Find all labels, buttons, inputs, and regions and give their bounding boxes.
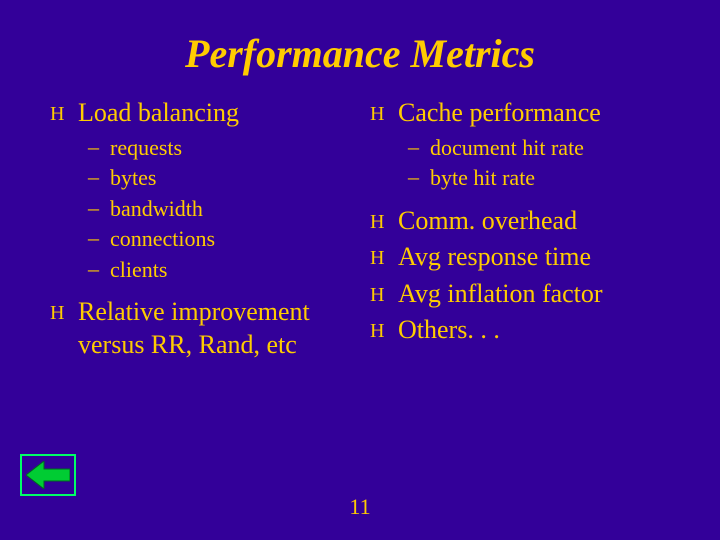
left-column: H Load balancing – requests – bytes – ba… [40, 97, 360, 365]
dash-glyph: – [408, 164, 430, 190]
prev-slide-button[interactable] [20, 454, 76, 496]
sub-item: – clients [88, 256, 350, 285]
sub-item: – requests [88, 134, 350, 163]
slide-title: Performance Metrics [0, 0, 720, 97]
bullet-glyph: H [370, 205, 398, 234]
dash-glyph: – [88, 195, 110, 221]
arrow-left-icon [26, 461, 70, 489]
bullet-item: H Comm. overhead [370, 205, 670, 238]
dash-glyph: – [88, 225, 110, 251]
bullet-glyph: H [50, 296, 78, 325]
bullet-item: H Cache performance [370, 97, 670, 130]
bullet-text: Avg inflation factor [398, 278, 603, 311]
sub-text: requests [110, 134, 182, 163]
dash-glyph: – [88, 256, 110, 282]
dash-glyph: – [408, 134, 430, 160]
bullet-item: H Others. . . [370, 314, 670, 347]
bullet-text: Comm. overhead [398, 205, 577, 238]
bullet-item: H Relative improvement versus RR, Rand, … [50, 296, 350, 361]
bullet-item: H Avg response time [370, 241, 670, 274]
bullet-text: Relative improvement versus RR, Rand, et… [78, 296, 350, 361]
bullet-glyph: H [370, 314, 398, 343]
bullet-text: Avg response time [398, 241, 591, 274]
sub-item: – document hit rate [408, 134, 670, 163]
sub-item: – byte hit rate [408, 164, 670, 193]
content-area: H Load balancing – requests – bytes – ba… [0, 97, 720, 365]
sub-text: connections [110, 225, 215, 254]
page-number: 11 [0, 494, 720, 520]
sub-text: document hit rate [430, 134, 584, 163]
bullet-glyph: H [370, 278, 398, 307]
sub-item: – bytes [88, 164, 350, 193]
sub-item: – connections [88, 225, 350, 254]
bullet-glyph: H [370, 241, 398, 270]
dash-glyph: – [88, 164, 110, 190]
sub-text: clients [110, 256, 167, 285]
sub-text: bytes [110, 164, 156, 193]
sub-text: bandwidth [110, 195, 203, 224]
dash-glyph: – [88, 134, 110, 160]
bullet-glyph: H [50, 97, 78, 126]
bullet-item: H Load balancing [50, 97, 350, 130]
bullet-glyph: H [370, 97, 398, 126]
right-column: H Cache performance – document hit rate … [360, 97, 680, 365]
bullet-text: Cache performance [398, 97, 601, 130]
bullet-text: Load balancing [78, 97, 239, 130]
bullet-item: H Avg inflation factor [370, 278, 670, 311]
bullet-text: Others. . . [398, 314, 500, 347]
sub-item: – bandwidth [88, 195, 350, 224]
sub-text: byte hit rate [430, 164, 535, 193]
